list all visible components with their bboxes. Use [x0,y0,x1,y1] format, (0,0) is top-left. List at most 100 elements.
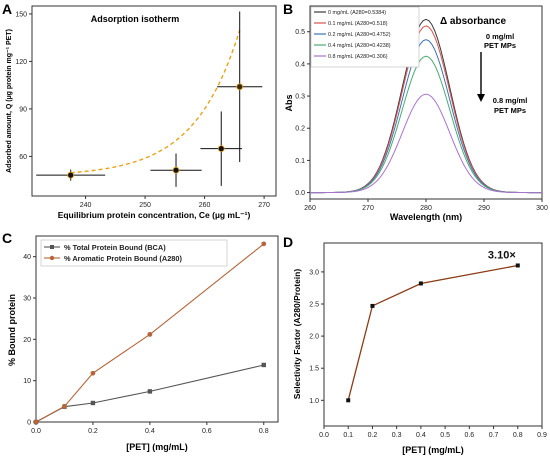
panel-b-absorbance: 260 270 280 290 300 0.0 0.1 0.2 0.3 0.4 0.5 0 mg/m… [284,5,548,222]
panel-a-xtick-label: 250 [139,202,151,209]
panel-c-xtick-label: 0.4 [145,428,155,435]
panel-b-legend-label-3: 0.4 mg/mL (A280=0.4238) [328,43,391,49]
panel-a-isotherm: 240 250 260 270 60 90 120 150 Adsorption isothe… [6,5,277,220]
panel-a-point [236,83,244,91]
panel-d-point [346,398,351,403]
panel-c-point-1 [62,403,67,409]
panel-c-xlabel: [PET] (mg/mL) [126,442,188,452]
panel-c-point-0 [90,400,96,406]
panel-c-legend: % Total Protein Bound (BCA) % Aromatic Pr… [40,239,228,267]
panel-d-point [515,263,520,268]
panel-b-xtick-label: 280 [420,205,432,212]
panel-d-xtick-label: 0.9 [537,432,547,439]
panel-b-legend: 0 mg/mL (A280=0.5384) 0.1 mg/mL (A280=0.5… [310,6,420,68]
panel-a-ytick-label: 90 [19,106,27,113]
panel-d-xtick-label: 0.2 [368,432,378,439]
panel-c-legend-label-0: % Total Protein Bound (BCA) [64,243,166,252]
panel-c-legend-box [40,239,228,267]
panel-c-point-1 [90,370,96,376]
panel-letter-c: C [2,230,12,246]
panel-c-ytick-label: 20 [23,337,31,344]
panel-d-point [370,303,375,308]
panel-b-annot-bottom-1: 0.8 mg/ml [493,96,528,105]
panel-d-selectivity: 0.0 0.1 0.2 0.3 0.4 0.5 0.6 0.7 0.8 0.9 1.0 1.5 2.0 2… [292,242,547,455]
panel-a-xtick-label: 240 [80,202,92,209]
panel-b-legend-label-2: 0.2 mg/mL (A280=0.4752) [328,32,391,38]
panel-d-xtick-label: 0.3 [392,432,402,439]
panel-b-xtick-label: 260 [304,205,316,212]
panel-a-ytick-label: 120 [15,59,27,66]
panel-b-legend-label-0: 0 mg/mL (A280=0.5384) [328,10,386,16]
panel-b-legend-label-1: 0.1 mg/mL (A280=0.518) [328,21,388,27]
panel-d-xtick-label: 0.4 [416,432,426,439]
panel-d-xlabel: [PET] (mg/mL) [402,445,464,455]
panel-b-arrow-head [477,94,485,102]
panel-letter-d: D [283,234,293,250]
panel-b-curve-4 [310,93,542,194]
panel-a-point [172,166,180,174]
panel-b-annot-top-2: PET MPs [484,41,516,50]
panel-d-ytick-label: 1.0 [309,398,319,405]
panel-d-ytick-label: 2.0 [309,334,319,341]
panel-c-ytick-label: 40 [23,254,31,261]
panel-a-point [67,171,75,179]
panel-c-ytick-label: 0 [27,420,31,427]
panel-c-legend-label-1: % Aromatic Protein Bound (A280) [64,254,183,263]
panel-b-xlabel: Wavelength (nm) [390,212,462,222]
panel-a-xtick-label: 270 [258,202,270,209]
panel-b-ytick-label: 0.0 [295,190,305,197]
panel-b-annot-bottom-2: PET MPs [494,106,526,115]
panel-b-ytick-label: 0.4 [295,61,305,68]
panel-c-xtick-label: 0.8 [259,428,269,435]
panel-a-ytick-label: 60 [19,154,27,161]
panel-d-annotation: 3.10× [488,249,516,261]
panel-b-xtick-label: 300 [536,205,548,212]
panel-d-xtick-label: 0.8 [513,432,523,439]
panel-d-ytick-label: 2.5 [309,302,319,309]
panel-a-frame [31,5,277,197]
panel-a-point [217,145,225,153]
panel-c-bound: 0.0 0.2 0.4 0.6 0.8 0 10 20 30 40 % Total Protein… [7,235,279,452]
panel-b-legend-label-4: 0.8 mg/mL (A280=0.306) [328,54,388,60]
panel-c-xtick-label: 0.0 [31,428,41,435]
panel-a-xtick-label: 260 [199,202,211,209]
panel-b-xtick-label: 270 [362,205,374,212]
panel-d-point [418,281,423,286]
panel-c-xtick-label: 0.6 [202,428,212,435]
panel-letter-b: B [283,1,293,17]
panel-c-legend-marker-1 [49,255,55,261]
panel-d-xtick-label: 0.0 [319,432,329,439]
panel-b-xtick-label: 290 [478,205,490,212]
panel-b-ytick-label: 0.5 [295,29,305,36]
panel-b-curve-3 [310,55,542,194]
panel-c-legend-marker-0 [50,245,54,249]
panel-a-fit-curve [70,29,241,174]
panel-d-xtick-label: 0.1 [343,432,353,439]
panel-b-title: Δ absorbance [440,16,507,27]
panel-c-point-1 [261,241,267,247]
panel-b-ytick-label: 0.1 [295,158,305,165]
panel-d-ytick-label: 1.5 [309,366,319,373]
panel-a-ytick-label: 150 [15,11,27,18]
panel-c-ylabel: % Bound protein [7,294,17,366]
panel-a-xlabel: Equilibrium protein concentration, Ce (µ… [58,210,251,220]
panel-d-xtick-label: 0.6 [464,432,474,439]
panel-c-ytick-label: 30 [23,296,31,303]
panel-c-ytick-label: 10 [23,378,31,385]
panel-d-ylabel: Selectivity Factor (A280/Protein) [292,269,302,400]
panel-d-frame [323,242,543,427]
panel-a-title: Adsorption isotherm [91,14,180,24]
panel-d-xtick-label: 0.7 [489,432,499,439]
panel-d-xtick-label: 0.5 [440,432,450,439]
panel-d-ytick-label: 3.0 [309,269,319,276]
panel-d-line [347,264,518,401]
panel-c-point-1 [33,419,39,425]
panel-a-ylabel: Adsorbed amount, Q (µg protein mg⁻¹ PET) [6,29,13,173]
panel-b-ylabel: Abs [284,94,294,111]
panel-b-annot-top-1: 0 mg/ml [486,32,514,41]
panel-c-point-0 [261,362,266,368]
panel-c-xtick-label: 0.2 [88,428,98,435]
panel-b-legend-box [310,6,420,68]
panel-c-point-1 [147,331,153,337]
